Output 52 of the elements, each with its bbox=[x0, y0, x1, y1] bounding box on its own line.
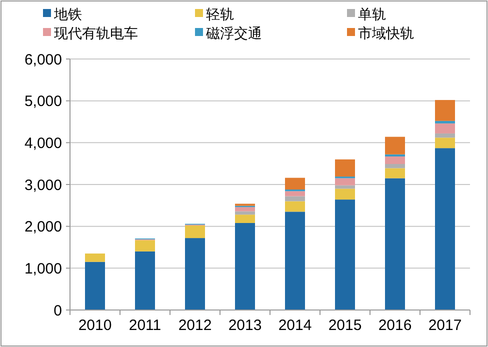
y-tick-label: 1,000 bbox=[24, 260, 62, 278]
x-tick-label: 2011 bbox=[128, 317, 162, 334]
bar bbox=[385, 178, 405, 310]
bar bbox=[235, 222, 255, 310]
legend-label: 轻轨 bbox=[206, 6, 234, 22]
y-tick-label: 4,000 bbox=[24, 134, 62, 152]
bar bbox=[285, 212, 305, 310]
bar bbox=[285, 201, 305, 212]
y-tick-label: 5,000 bbox=[24, 93, 62, 110]
bar bbox=[185, 225, 205, 238]
bar bbox=[435, 100, 455, 121]
bar bbox=[285, 178, 305, 190]
x-tick-label: 2012 bbox=[178, 317, 212, 334]
bar bbox=[335, 185, 355, 189]
bar bbox=[85, 262, 105, 310]
x-tick-label: 2014 bbox=[278, 317, 312, 334]
bar bbox=[385, 136, 405, 154]
legend-label: 磁浮交通 bbox=[205, 24, 262, 41]
bar bbox=[235, 207, 255, 212]
bar bbox=[385, 164, 405, 168]
bar bbox=[435, 148, 455, 310]
legend-label: 单轨 bbox=[358, 6, 386, 22]
bar bbox=[435, 138, 455, 148]
bar bbox=[385, 156, 405, 164]
bar bbox=[235, 211, 255, 215]
x-tick-label: 2017 bbox=[428, 317, 462, 334]
bar bbox=[85, 254, 105, 262]
bar bbox=[435, 133, 455, 138]
x-tick-label: 2016 bbox=[378, 317, 412, 334]
legend-label: 地铁 bbox=[53, 6, 82, 22]
bar bbox=[235, 214, 255, 223]
bar bbox=[435, 120, 455, 124]
bar bbox=[335, 188, 355, 200]
bar bbox=[135, 251, 155, 310]
bar bbox=[135, 240, 155, 252]
bar bbox=[285, 191, 305, 196]
x-tick-label: 2010 bbox=[78, 317, 112, 334]
bar bbox=[435, 123, 455, 134]
y-tick-label: 2,000 bbox=[24, 218, 62, 236]
y-tick-label: 0 bbox=[54, 302, 62, 320]
bar bbox=[335, 200, 355, 310]
x-tick-label: 2013 bbox=[228, 317, 262, 334]
bar bbox=[385, 168, 405, 178]
x-tick-label: 2015 bbox=[328, 317, 362, 334]
bar bbox=[335, 159, 355, 177]
bar bbox=[285, 196, 305, 202]
bar bbox=[335, 178, 355, 186]
bar bbox=[185, 238, 205, 310]
y-tick-label: 6,000 bbox=[24, 51, 62, 68]
legend-label: 现代有轨电车 bbox=[54, 24, 138, 41]
legend-label: 市域快轨 bbox=[358, 24, 414, 41]
y-tick-label: 3,000 bbox=[24, 176, 62, 194]
